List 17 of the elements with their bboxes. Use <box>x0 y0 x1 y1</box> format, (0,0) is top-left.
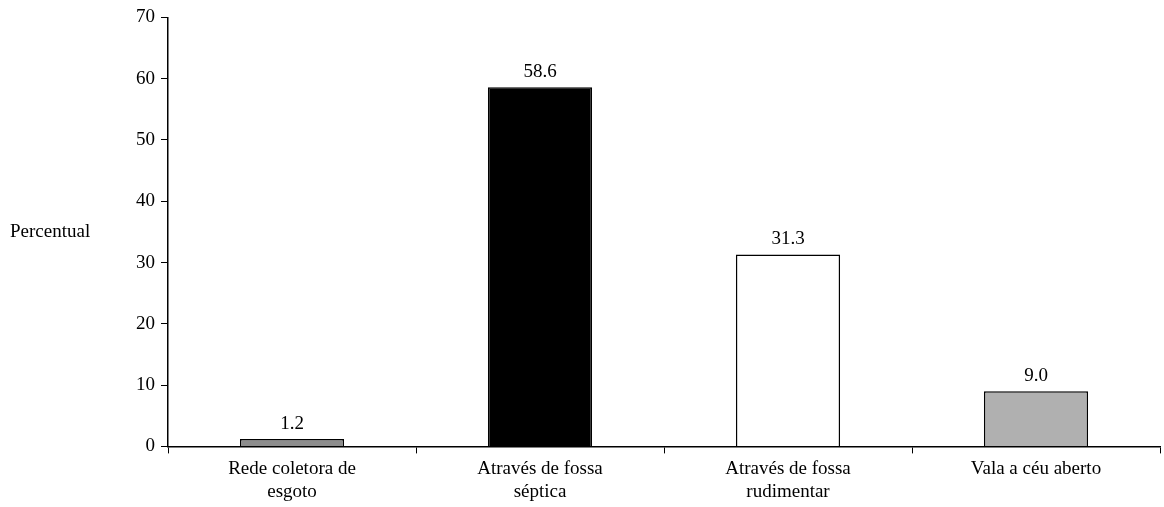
x-tick-label: Rede coletora de esgoto <box>228 456 356 501</box>
y-tick-label: 40 <box>136 189 155 211</box>
y-tick-label: 0 <box>145 434 155 456</box>
y-axis-title: Percentual <box>10 219 91 241</box>
data-label: 58.6 <box>523 59 557 81</box>
y-tick-label: 60 <box>136 66 155 88</box>
x-tick-label: Vala a céu aberto <box>970 456 1102 478</box>
data-label: 9.0 <box>1024 363 1048 385</box>
y-tick-label: 30 <box>136 250 155 272</box>
y-tick-label: 70 <box>136 5 155 27</box>
y-tick-label: 50 <box>136 127 155 149</box>
x-tick-label: Através de fossa rudimentar <box>725 456 852 501</box>
y-tick-label: 20 <box>136 311 155 333</box>
data-label: 31.3 <box>771 227 805 249</box>
y-tick-label: 10 <box>136 373 155 395</box>
data-label: 1.2 <box>280 411 304 433</box>
x-tick-label: Através de fossa séptica <box>477 456 604 501</box>
